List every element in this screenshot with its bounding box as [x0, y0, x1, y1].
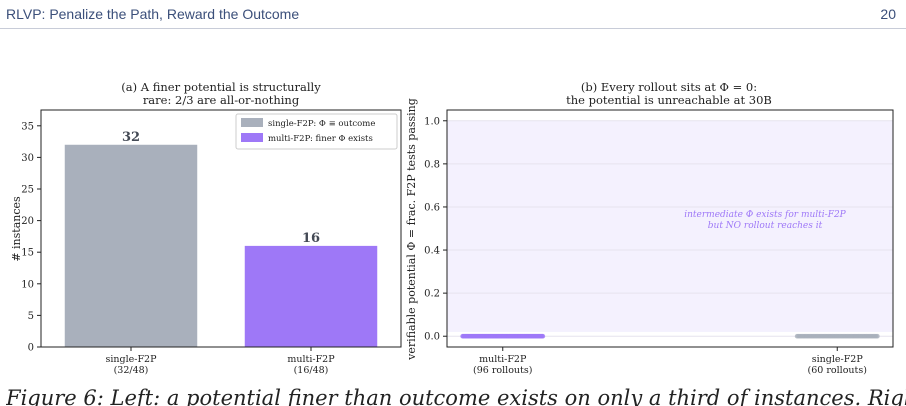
panel-a-title-line1: (a) A finer potential is structurally	[121, 80, 321, 94]
bar-single-F2P	[64, 144, 198, 347]
bar-multi-F2P	[244, 245, 378, 347]
bar-value-label: 16	[302, 231, 320, 246]
legend-box	[235, 113, 398, 150]
legend-swatch-multi	[241, 133, 263, 142]
y-tick-label: 15	[21, 248, 34, 259]
page-number: 20	[880, 6, 896, 22]
y-tick-label: 5	[28, 311, 34, 322]
y-tick-label: 0	[28, 343, 34, 354]
panel-a-title-line2: rare: 2/3 are all-or-nothing	[143, 93, 300, 107]
panel-b-annotation-line1: intermediate Φ exists for multi-F2P	[684, 210, 846, 220]
x-tick-label: single-F2P	[105, 354, 157, 365]
rollout-point	[540, 333, 546, 339]
header-rule	[0, 28, 906, 29]
legend-label-single: single-F2P: Φ ≡ outcome	[268, 119, 375, 129]
x-tick-sublabel: (32/48)	[114, 365, 149, 376]
legend-label-multi: multi-F2P: finer Φ exists	[268, 134, 373, 144]
y-tick-label: 1.0	[424, 116, 440, 127]
page-title: RLVP: Penalize the Path, Reward the Outc…	[6, 6, 300, 22]
figure: (a) A finer potential is structurally ra…	[10, 80, 894, 376]
panel-b-annotation-line2: but NO rollout reaches it	[708, 221, 823, 231]
bar-value-label: 32	[122, 130, 140, 145]
x-tick-label: multi-F2P	[479, 354, 527, 365]
panel-b-shaded-region	[447, 120, 893, 332]
panel-a-y-ticks: 0 5 10 15 20 25 30 35	[21, 121, 41, 354]
panel-a-axes-frame	[40, 109, 402, 348]
rollout-point	[875, 333, 880, 339]
x-tick-sublabel: (16/48)	[294, 365, 329, 376]
x-tick-label: single-F2P	[812, 354, 864, 365]
y-tick-label: 0.4	[424, 246, 440, 257]
panel-b: (b) Every rollout sits at Φ = 0: the pot…	[405, 80, 894, 376]
panel-b-y-ticks: 0.0 0.2 0.4 0.6 0.8 1.0	[424, 116, 447, 343]
y-tick-label: 35	[21, 121, 34, 132]
panel-b-points	[460, 333, 880, 339]
y-tick-label: 0.8	[424, 159, 440, 170]
panel-a-x-ticks: single-F2P(32/48) multi-F2P(16/48)	[105, 347, 335, 376]
page-header: RLVP: Penalize the Path, Reward the Outc…	[0, 0, 906, 30]
x-tick-sublabel: (60 rollouts)	[808, 365, 867, 376]
panel-b-y-axis-label: verifiable potential Φ = frac. F2P tests…	[405, 98, 418, 361]
y-tick-label: 0.6	[424, 202, 440, 213]
y-tick-label: 20	[21, 216, 34, 227]
panel-b-axes-frame	[446, 109, 894, 348]
panel-b-title-line2: the potential is unreachable at 30B	[566, 93, 772, 107]
y-tick-label: 25	[21, 185, 34, 196]
panel-a-legend: single-F2P: Φ ≡ outcome multi-F2P: finer…	[235, 113, 398, 150]
panel-a: (a) A finer potential is structurally ra…	[10, 80, 402, 376]
y-tick-label: 10	[21, 279, 34, 290]
figure-caption: Figure 6: Left: a potential finer than o…	[6, 386, 906, 406]
x-tick-label: multi-F2P	[287, 354, 335, 365]
panel-b-title-line1: (b) Every rollout sits at Φ = 0:	[581, 80, 757, 94]
x-tick-sublabel: (96 rollouts)	[473, 365, 532, 376]
panel-b-x-ticks: multi-F2P(96 rollouts) single-F2P(60 roll…	[473, 347, 867, 376]
legend-swatch-single	[241, 118, 263, 127]
y-tick-label: 0.0	[424, 332, 440, 343]
panel-a-y-axis-label: # instances	[10, 196, 23, 262]
panel-a-bars: 32 16	[64, 130, 378, 347]
y-tick-label: 30	[21, 153, 34, 164]
y-tick-label: 0.2	[424, 289, 440, 300]
